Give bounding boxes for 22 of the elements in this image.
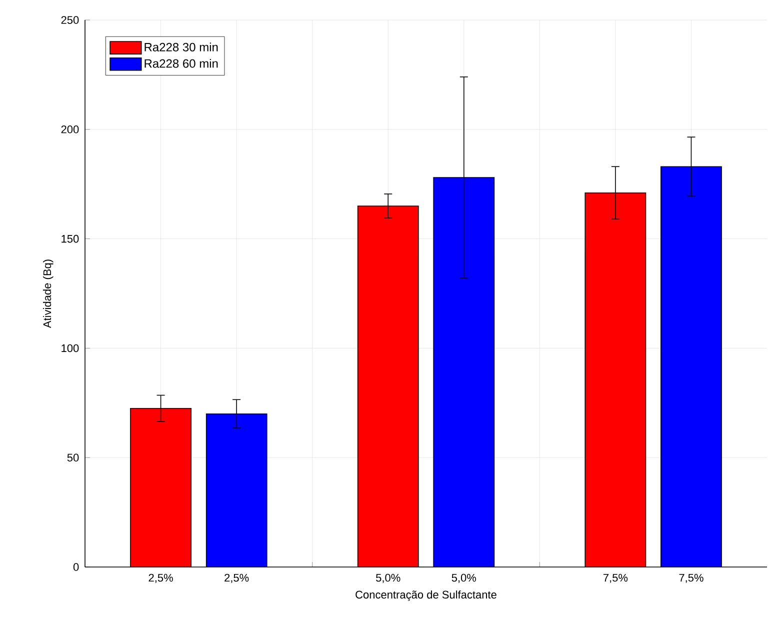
x-tick-label: 7,5% [603, 574, 628, 583]
y-tick-label: 100 [62, 344, 79, 352]
y-tick-label: 150 [62, 234, 79, 243]
x-tick-label: 5,0% [452, 574, 476, 583]
x-tick-label: 2,5% [148, 574, 173, 583]
legend-label: Ra228 60 min [144, 58, 218, 68]
x-tick-label: 5,0% [376, 574, 400, 583]
y-axis-title: Atividade (Bq) [43, 260, 54, 328]
legend-label: Ra228 30 min [144, 42, 218, 52]
y-tick-label: 0 [73, 563, 79, 571]
bar [434, 178, 494, 567]
x-axis-title: Concentração de Sulfactante [356, 590, 496, 601]
bar [584, 192, 646, 567]
x-tick-label: 7,5% [679, 574, 704, 583]
y-tick-label: 50 [67, 454, 79, 462]
y-tick-label: 200 [61, 126, 79, 134]
bar [130, 408, 192, 567]
bar [660, 166, 722, 567]
bar [358, 206, 418, 567]
bar [206, 414, 267, 567]
y-tick-label: 250 [61, 16, 79, 24]
x-tick-label: 2,5% [224, 574, 249, 583]
